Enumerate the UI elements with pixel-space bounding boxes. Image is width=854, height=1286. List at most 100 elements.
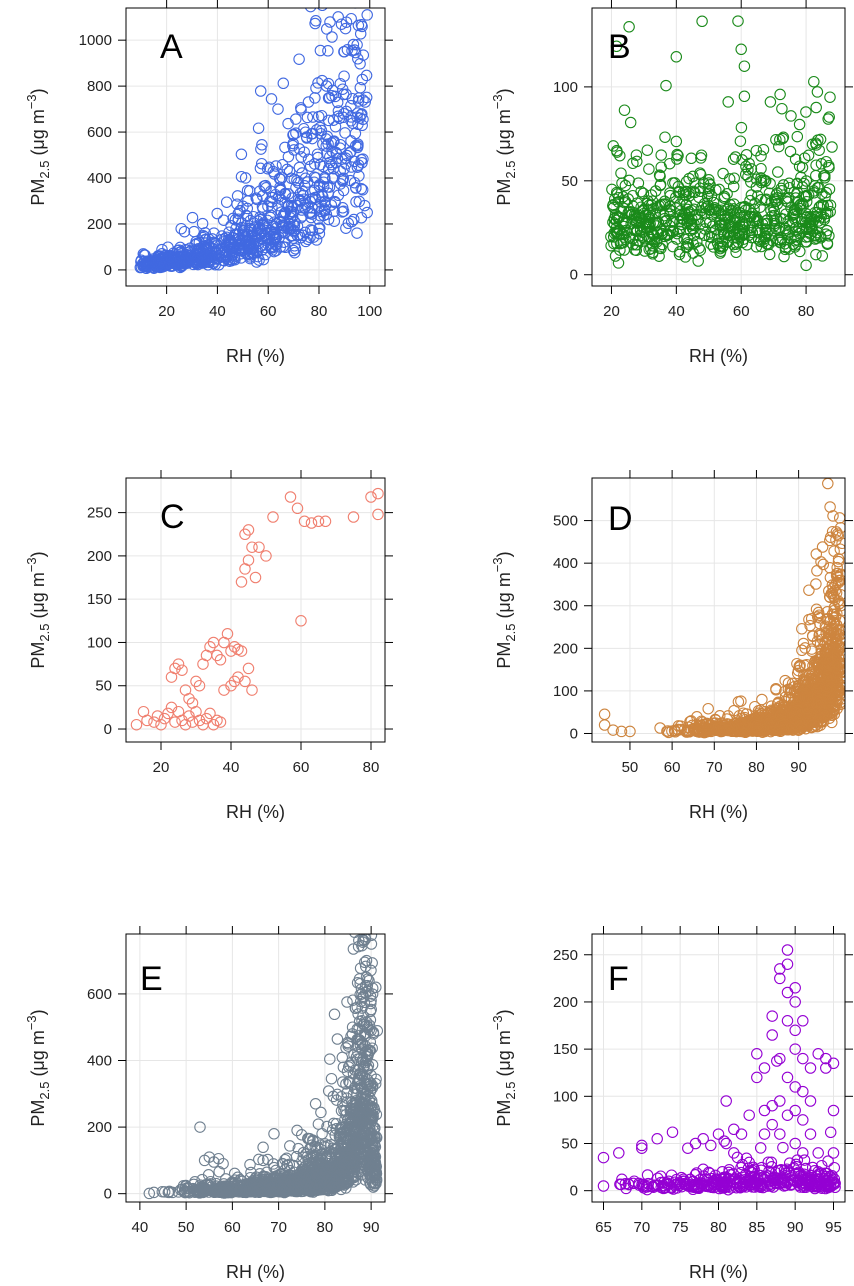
data-point xyxy=(810,578,822,590)
data-point xyxy=(265,93,278,105)
data-point xyxy=(282,150,295,163)
data-point xyxy=(834,629,845,641)
data-point xyxy=(162,254,175,266)
data-point xyxy=(728,228,741,241)
data-point xyxy=(688,218,700,230)
data-point xyxy=(228,641,241,653)
data-point xyxy=(658,195,671,208)
data-point xyxy=(683,208,695,220)
data-point xyxy=(709,201,721,214)
data-point xyxy=(204,641,216,653)
y-tick-label: 400 xyxy=(87,170,112,187)
data-point xyxy=(787,216,799,229)
data-point xyxy=(304,160,317,172)
data-point xyxy=(335,18,348,30)
data-point xyxy=(358,902,368,912)
data-point xyxy=(178,252,190,265)
data-point xyxy=(827,704,840,717)
data-point xyxy=(295,231,307,244)
x-axis-title: RH (%) xyxy=(689,346,748,366)
data-point xyxy=(244,1158,256,1171)
data-point xyxy=(253,254,265,266)
data-point xyxy=(347,38,360,51)
data-point xyxy=(356,1068,368,1081)
data-point xyxy=(148,262,160,274)
data-point xyxy=(750,241,763,253)
data-point xyxy=(743,157,755,170)
data-point xyxy=(660,228,673,241)
data-point xyxy=(812,689,824,702)
data-point xyxy=(734,135,747,147)
data-point xyxy=(808,213,820,226)
data-point xyxy=(314,121,326,134)
data-point xyxy=(314,44,327,57)
data-point xyxy=(764,177,776,190)
data-point xyxy=(190,235,202,248)
x-tick-label: 20 xyxy=(153,759,170,776)
data-point xyxy=(319,515,332,528)
data-point xyxy=(618,104,631,116)
data-point xyxy=(698,229,711,241)
data-point xyxy=(338,45,351,58)
data-point xyxy=(609,250,622,262)
y-tick-label: 200 xyxy=(87,548,112,565)
y-axis-title: PM2.5 (μg m−3) xyxy=(490,551,518,668)
data-point xyxy=(615,167,627,179)
data-point xyxy=(745,163,758,175)
data-point xyxy=(772,233,784,246)
data-point xyxy=(833,658,845,670)
data-point xyxy=(705,238,717,250)
data-point xyxy=(811,181,824,194)
data-point xyxy=(256,139,268,151)
data-point xyxy=(741,239,753,251)
data-point xyxy=(322,138,334,150)
data-point xyxy=(353,92,365,104)
data-point xyxy=(284,1140,296,1152)
data-point xyxy=(362,973,374,985)
data-point xyxy=(824,562,836,574)
data-point xyxy=(267,1158,280,1170)
data-point xyxy=(255,143,267,155)
data-point xyxy=(836,537,845,550)
data-point xyxy=(130,718,143,731)
data-point xyxy=(832,555,845,568)
data-point xyxy=(742,170,754,183)
data-point xyxy=(767,715,780,728)
data-point xyxy=(779,238,791,250)
data-point xyxy=(322,213,335,226)
data-point xyxy=(361,206,373,219)
data-point xyxy=(362,1104,375,1116)
data-point xyxy=(807,670,820,683)
data-point xyxy=(722,96,734,108)
data-point xyxy=(313,222,325,235)
data-point xyxy=(345,1030,357,1043)
data-point xyxy=(320,133,332,145)
data-point xyxy=(258,180,270,192)
x-axis-title: RH (%) xyxy=(689,802,748,822)
y-tick-label: 0 xyxy=(570,725,578,742)
data-point xyxy=(641,144,654,156)
data-point xyxy=(829,584,842,597)
data-point xyxy=(354,58,366,70)
data-point xyxy=(253,1153,265,1166)
data-point xyxy=(368,886,378,896)
data-point xyxy=(722,724,734,737)
data-point xyxy=(264,195,276,208)
data-point xyxy=(672,149,684,162)
y-tick-label: 50 xyxy=(95,678,112,695)
data-point xyxy=(349,127,362,140)
data-point xyxy=(679,189,692,201)
data-point xyxy=(358,630,368,640)
data-point xyxy=(823,111,835,123)
data-point xyxy=(339,127,351,139)
data-point xyxy=(675,205,687,217)
data-point xyxy=(183,692,195,705)
data-point xyxy=(337,205,350,217)
data-point xyxy=(698,198,711,210)
data-point xyxy=(325,199,338,211)
data-point xyxy=(315,109,328,122)
data-point xyxy=(288,144,300,156)
data-point xyxy=(196,217,209,230)
points-C xyxy=(130,487,384,731)
data-point xyxy=(835,371,845,381)
